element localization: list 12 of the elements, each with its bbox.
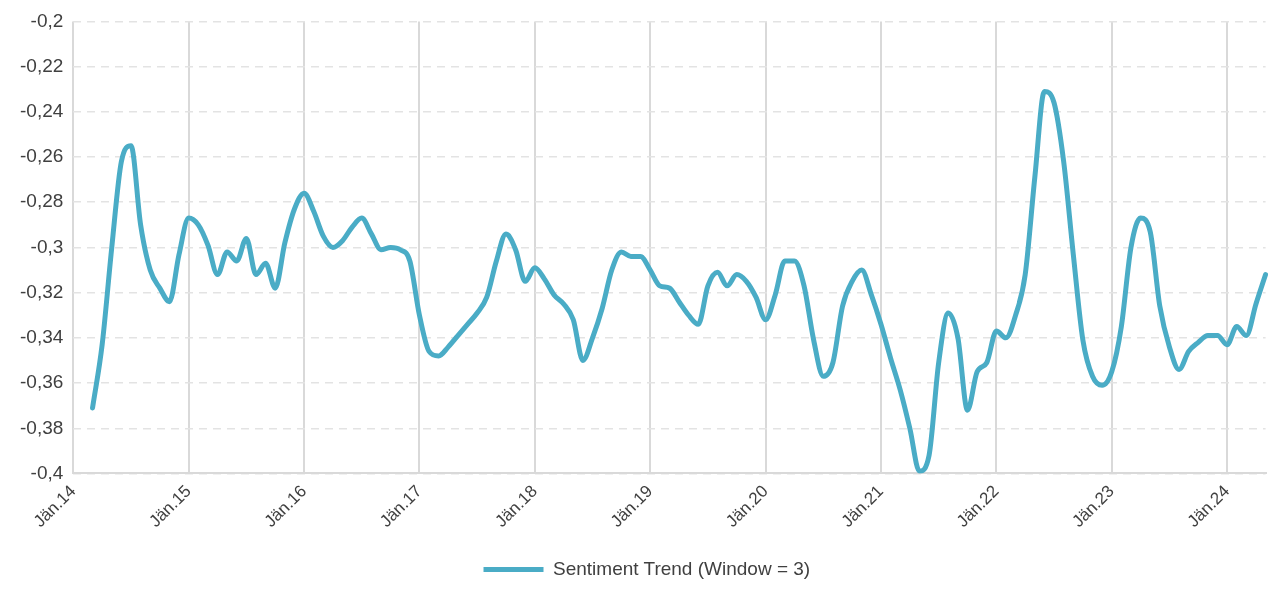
y-tick-label: -0,38 <box>19 416 64 438</box>
y-tick-label: -0,24 <box>19 100 64 122</box>
y-tick-label: -0,28 <box>19 190 64 212</box>
y-tick-label: -0,26 <box>19 145 64 167</box>
legend-label: Sentiment Trend (Window = 3) <box>553 557 811 579</box>
y-tick-label: -0,34 <box>19 326 64 348</box>
y-tick-label: -0,2 <box>30 9 64 31</box>
y-tick-label: -0,3 <box>30 235 64 257</box>
y-tick-label: -0,4 <box>30 461 64 483</box>
y-tick-label: -0,22 <box>19 54 64 76</box>
y-tick-label: -0,36 <box>19 371 64 393</box>
y-tick-label: -0,32 <box>19 280 64 302</box>
